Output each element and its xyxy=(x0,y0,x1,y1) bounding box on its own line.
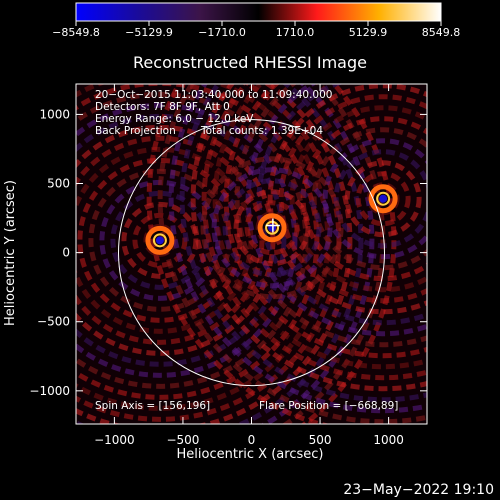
fringe-ring xyxy=(190,84,427,392)
fringe-ring xyxy=(76,91,309,389)
spin-axis-text: Spin Axis = [156,196] xyxy=(95,400,210,412)
fringe-ring xyxy=(76,84,320,400)
axis-ticks: −1000 −500 0 500 1000 −1000 −500 0 500 1000 xyxy=(29,84,427,447)
colorbar-ticks: −8549.8 −5129.9 −1710.0 1710.0 5129.9 8549.8 xyxy=(52,21,460,39)
image-area xyxy=(76,84,427,424)
solar-limb-circle xyxy=(118,119,385,387)
spin-axis-marker xyxy=(265,218,280,233)
source-ring xyxy=(368,184,398,214)
total-counts-text: Total counts: 1.39E+04 xyxy=(200,125,323,137)
flare-position-text: Flare Position = [−668,89] xyxy=(259,400,398,412)
footer-date: 23−May−2022 19:10 xyxy=(343,482,494,498)
energy-range-text: Energy Range: 6.0 − 12.0 keV xyxy=(95,113,254,125)
sources-layer xyxy=(145,184,398,255)
y-tick-label: −1000 xyxy=(29,384,70,398)
x-tick-label: −1000 xyxy=(94,433,135,447)
colorbar: −8549.8 −5129.9 −1710.0 1710.0 5129.9 8549.8 xyxy=(52,2,460,39)
time-range-text: 20−Oct−2015 11:03:40.000 to 11:09:40.000 xyxy=(95,89,332,101)
fringe-ring xyxy=(300,84,397,424)
fringe-ring xyxy=(311,127,427,271)
colorbar-tick-label: 1710.0 xyxy=(276,26,315,39)
fringe-ring xyxy=(233,189,311,267)
fringe-ring xyxy=(76,102,298,378)
fringe-ring xyxy=(200,156,344,300)
fringe-ring xyxy=(333,149,427,249)
source-core xyxy=(379,194,388,203)
fringe-ring xyxy=(234,84,427,348)
fringe-ring xyxy=(355,171,411,227)
y-axis-title: Heliocentric Y (arcsec) xyxy=(3,180,18,326)
source-ring xyxy=(257,213,287,243)
info-panel: 20−Oct−2015 11:03:40.000 to 11:09:40.000… xyxy=(95,89,398,412)
y-tick-label: 1000 xyxy=(39,107,70,121)
source-inner-ring xyxy=(265,220,280,235)
colorbar-tick-label: 5129.9 xyxy=(349,26,388,39)
fringe-ring xyxy=(146,84,331,424)
source-ring xyxy=(145,225,175,255)
x-tick-label: 0 xyxy=(248,433,256,447)
fringe-ring xyxy=(289,105,427,293)
source-core xyxy=(155,236,164,245)
colorbar-tick-label: −8549.8 xyxy=(52,26,100,39)
fringe-ring xyxy=(76,84,364,424)
fringe-ring xyxy=(201,84,427,381)
x-axis-title: Heliocentric X (arcsec) xyxy=(177,447,324,462)
y-tick-label: −500 xyxy=(37,315,70,329)
fringe-ring xyxy=(244,200,300,256)
method-text: Back Projection xyxy=(95,125,176,137)
x-tick-label: 1000 xyxy=(373,433,404,447)
fringe-ring xyxy=(179,84,427,403)
plot-title: Reconstructed RHESSI Image xyxy=(133,53,367,72)
colorbar-gradient xyxy=(75,2,442,22)
fringe-ring xyxy=(76,84,353,424)
source-inner-ring xyxy=(376,191,391,206)
colorbar-tick-label: −5129.9 xyxy=(125,26,173,39)
fringe-ring xyxy=(76,113,287,367)
y-tick-label: 0 xyxy=(62,246,70,260)
fringe-ring xyxy=(211,167,333,289)
colorbar-tick-label: 8549.8 xyxy=(422,26,461,39)
colorbar-tick-label: −1710.0 xyxy=(198,26,246,39)
fringe-ring xyxy=(222,178,322,278)
x-tick-label: 500 xyxy=(309,433,332,447)
y-tick-label: 500 xyxy=(47,177,70,191)
fringe-ring xyxy=(157,84,427,424)
fringe-ring xyxy=(223,84,427,359)
x-tick-label: −500 xyxy=(166,433,199,447)
fringe-ring xyxy=(168,84,427,414)
fringe-ring xyxy=(278,94,427,304)
fringe-ring xyxy=(322,138,427,260)
fringe-ring xyxy=(76,84,342,422)
fringe-ring xyxy=(260,84,375,424)
fringe-pattern xyxy=(76,84,427,424)
source-inner-ring xyxy=(152,233,167,248)
fringe-ring xyxy=(267,84,427,315)
detectors-text: Detectors: 7F 8F 9F, Att 0 xyxy=(95,101,230,113)
fringe-ring xyxy=(281,84,386,424)
